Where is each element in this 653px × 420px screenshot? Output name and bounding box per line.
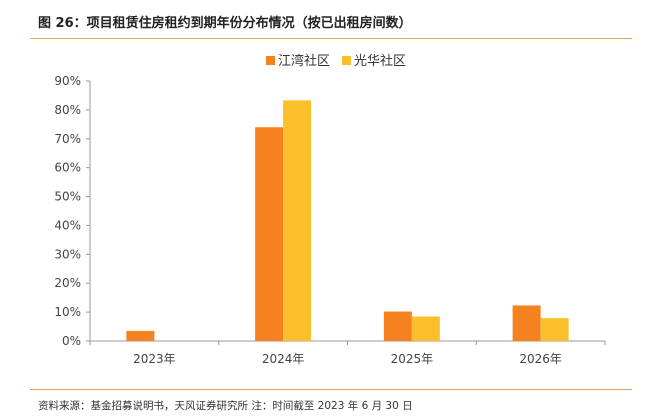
figure-title: 图 26：项目租赁住房租约到期年份分布情况（按已出租房间数）	[38, 16, 412, 31]
bar-guanghua	[540, 318, 569, 341]
x-tick-label: 2024年	[262, 352, 305, 366]
bar-jiangwan	[512, 305, 541, 341]
x-tick-label: 2026年	[519, 352, 562, 366]
bar-jiangwan	[255, 127, 284, 341]
y-axis: 0% 10% 20% 30% 40% 50% 60% 70% 80% 90%	[54, 74, 91, 348]
y-tick-label: 70%	[54, 132, 81, 146]
bar-guanghua	[411, 316, 440, 341]
source-note: 资料来源：基金招募说明书，天风证券研究所 注：时间截至 2023 年 6 月 3…	[38, 400, 413, 412]
y-tick-label: 0%	[62, 334, 81, 348]
legend-label: 光华社区	[354, 53, 406, 69]
bar-guanghua	[283, 100, 312, 341]
bar-chart: 江湾社区 光华社区 0% 10% 20% 30% 40% 50% 60% 70% 80% 90% 2…	[54, 53, 606, 366]
x-axis: 2023年 2024年 2025年 2026年	[89, 340, 606, 366]
bar-jiangwan	[126, 330, 155, 341]
legend-swatch	[266, 56, 275, 65]
x-tick-label: 2023年	[133, 352, 176, 366]
legend-swatch	[342, 56, 351, 65]
x-tick-label: 2025年	[391, 352, 434, 366]
bottom-divider	[30, 389, 632, 390]
y-tick-label: 50%	[54, 190, 81, 204]
bar-jiangwan	[383, 311, 412, 341]
legend-label: 江湾社区	[278, 53, 330, 69]
bars	[126, 100, 569, 341]
y-tick-label: 30%	[54, 247, 81, 261]
legend: 江湾社区 光华社区	[266, 53, 406, 69]
y-tick-label: 20%	[54, 276, 81, 290]
y-tick-label: 40%	[54, 218, 81, 232]
y-tick-label: 10%	[54, 305, 81, 319]
y-tick-label: 90%	[54, 74, 81, 88]
y-tick-label: 60%	[54, 161, 81, 175]
y-tick-label: 80%	[54, 103, 81, 117]
top-divider	[30, 38, 632, 39]
